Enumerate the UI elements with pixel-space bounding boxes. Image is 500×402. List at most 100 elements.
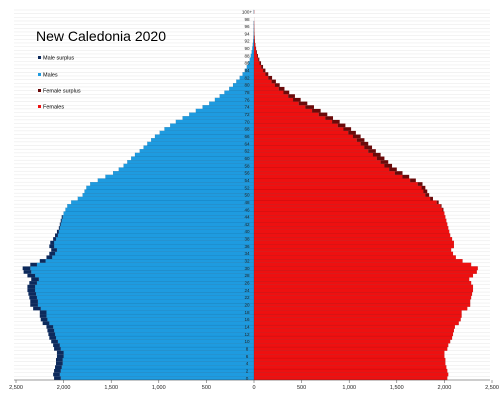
bar-males — [65, 207, 255, 212]
bar-females — [253, 152, 374, 157]
bar-males — [46, 310, 255, 315]
bar-female-surplus — [261, 64, 264, 69]
bar-female-surplus — [318, 112, 328, 117]
bar-male-surplus — [30, 262, 37, 267]
bar-female-surplus — [256, 50, 257, 54]
age-tick-label: 26 — [244, 281, 250, 286]
bar-males — [159, 130, 255, 135]
bar-females — [253, 222, 448, 227]
bar-females — [253, 119, 333, 124]
bar-females — [253, 321, 459, 326]
bar-males — [53, 324, 255, 329]
bar-females — [253, 226, 449, 230]
bar-females — [253, 156, 377, 161]
age-tick-label: 44 — [244, 215, 250, 220]
bar-males — [139, 149, 255, 153]
bar-males — [34, 288, 255, 293]
bar-male-surplus — [39, 259, 46, 263]
age-tick-label: 100+ — [242, 9, 253, 14]
bar-males — [36, 281, 255, 285]
bar-females — [253, 167, 390, 172]
bar-female-surplus — [356, 138, 365, 142]
bar-males — [97, 178, 255, 183]
bar-males — [55, 237, 255, 241]
bar-males — [252, 42, 255, 47]
x-axis-ticks: 2,500 2,000 1,500 1,000 500 0 500 1,000 1,500 2,0… — [9, 380, 499, 391]
bar-male-surplus — [55, 233, 58, 238]
bar-female-surplus — [257, 53, 258, 58]
bar-females — [253, 72, 266, 77]
bar-male-surplus — [46, 255, 53, 260]
age-tick-label: 50 — [244, 193, 250, 198]
bar-male-surplus — [55, 365, 62, 370]
bar-females — [253, 53, 258, 58]
age-tick-label: 58 — [244, 163, 250, 168]
age-tick-label: 46 — [244, 207, 250, 212]
bar-females — [253, 178, 411, 183]
bar-female-surplus — [368, 149, 376, 153]
bar-male-surplus — [60, 218, 62, 223]
bar-females — [253, 237, 453, 241]
age-tick-label: 54 — [244, 178, 250, 183]
bar-male-surplus — [27, 273, 36, 278]
bar-female-surplus — [258, 57, 260, 62]
bar-males — [54, 332, 255, 337]
bar-females — [253, 182, 418, 186]
bar-males — [105, 174, 255, 179]
bar-males — [59, 343, 255, 348]
bar-female-surplus — [288, 94, 295, 98]
bar-males — [82, 193, 255, 197]
bar-males — [54, 244, 255, 249]
age-tick-label: 16 — [244, 317, 250, 322]
bar-females — [253, 335, 453, 340]
bar-females — [253, 204, 441, 208]
bar-females — [253, 281, 472, 285]
bar-male-surplus — [48, 332, 56, 337]
bar-female-surplus — [343, 127, 352, 131]
bar-females — [253, 284, 474, 289]
bar-females — [253, 350, 445, 355]
age-tick-label: 18 — [244, 310, 250, 315]
bar-males — [134, 152, 255, 157]
age-tick-label: 80 — [244, 83, 250, 88]
bar-male-surplus — [56, 350, 64, 355]
bar-females — [253, 288, 474, 293]
age-tick-label: 60 — [244, 156, 250, 161]
bar-females — [253, 200, 437, 205]
bar-males — [58, 229, 255, 234]
bar-females — [253, 218, 447, 223]
bar-females — [253, 372, 449, 377]
bar-females — [253, 299, 471, 304]
age-tick-label: 0 — [246, 376, 249, 381]
bar-females — [253, 108, 313, 113]
bar-female-surplus — [348, 130, 356, 135]
bar-females — [253, 317, 461, 322]
age-tick-label: 32 — [244, 259, 250, 264]
bar-females — [253, 343, 449, 348]
bar-males — [34, 284, 255, 289]
bar-females — [253, 215, 446, 219]
bar-male-surplus — [51, 339, 58, 344]
bar-male-surplus — [29, 295, 37, 300]
bar-males — [52, 255, 255, 260]
age-tick-label: 2 — [246, 368, 249, 373]
age-axis-labels: 0246810121416182022242628303234363840424… — [242, 9, 253, 380]
bar-males — [67, 204, 255, 208]
bar-female-surplus — [373, 152, 381, 157]
bar-males — [170, 123, 255, 128]
bar-female-surplus — [337, 123, 346, 128]
bar-females — [253, 149, 369, 153]
bar-males — [151, 138, 255, 142]
bar-female-surplus — [440, 204, 442, 208]
bar-females — [253, 138, 357, 142]
bar-males — [60, 222, 255, 227]
age-tick-label: 68 — [244, 127, 250, 132]
bar-female-surplus — [423, 189, 428, 194]
bar-male-surplus — [49, 336, 56, 340]
bar-females — [253, 163, 385, 168]
bar-females — [253, 255, 456, 260]
x-tick-label: 2,500 — [9, 385, 23, 391]
bar-males — [56, 248, 255, 252]
bar-females — [253, 332, 454, 337]
bar-males — [252, 46, 255, 51]
